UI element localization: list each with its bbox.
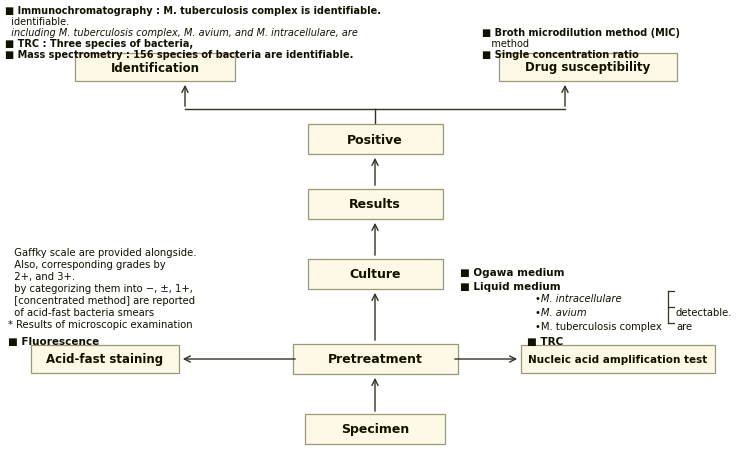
Text: of acid-fast bacteria smears: of acid-fast bacteria smears — [8, 308, 154, 317]
Text: identifiable.: identifiable. — [5, 17, 69, 27]
FancyBboxPatch shape — [305, 414, 445, 444]
Text: Positive: Positive — [347, 133, 403, 146]
Text: ■ Mass spectrometry : 156 species of bacteria are identifiable.: ■ Mass spectrometry : 156 species of bac… — [5, 50, 353, 60]
Text: 2+, and 3+.: 2+, and 3+. — [8, 271, 75, 281]
Text: ■ Ogawa medium: ■ Ogawa medium — [460, 268, 565, 277]
Text: [concentrated method] are reported: [concentrated method] are reported — [8, 295, 195, 305]
Text: ■ Fluorescence: ■ Fluorescence — [8, 336, 99, 346]
Text: Drug susceptibility: Drug susceptibility — [525, 62, 650, 74]
FancyBboxPatch shape — [308, 125, 442, 155]
Text: are: are — [676, 321, 692, 331]
FancyBboxPatch shape — [292, 344, 458, 374]
FancyBboxPatch shape — [75, 54, 235, 82]
Text: Nucleic acid amplification test: Nucleic acid amplification test — [528, 354, 708, 364]
Text: * Results of microscopic examination: * Results of microscopic examination — [8, 319, 193, 329]
FancyBboxPatch shape — [499, 54, 677, 82]
FancyBboxPatch shape — [521, 345, 715, 373]
Text: detectable.: detectable. — [676, 308, 733, 317]
Text: Results: Results — [349, 198, 400, 211]
Text: Pretreatment: Pretreatment — [328, 353, 422, 366]
Text: including M. tuberculosis complex, M. avium, and M. intracellulare, are: including M. tuberculosis complex, M. av… — [5, 28, 358, 38]
Text: •M. avium: •M. avium — [535, 308, 586, 317]
Text: ■ TRC: ■ TRC — [527, 336, 563, 346]
Text: Gaffky scale are provided alongside.: Gaffky scale are provided alongside. — [8, 247, 196, 257]
Text: ■ Liquid medium: ■ Liquid medium — [460, 281, 560, 291]
Text: •M. tuberculosis complex: •M. tuberculosis complex — [535, 321, 662, 331]
Text: Acid-fast staining: Acid-fast staining — [46, 353, 164, 366]
Text: •M. intracellulare: •M. intracellulare — [535, 293, 622, 303]
Text: ■ Immunochromatography : M. tuberculosis complex is identifiable.: ■ Immunochromatography : M. tuberculosis… — [5, 6, 381, 16]
FancyBboxPatch shape — [308, 259, 442, 289]
Text: Also, corresponding grades by: Also, corresponding grades by — [8, 259, 166, 269]
Text: Culture: Culture — [350, 268, 400, 281]
Text: method: method — [482, 39, 529, 49]
Text: ■ Single concentration ratio: ■ Single concentration ratio — [482, 50, 639, 60]
Text: by categorizing them into −, ±, 1+,: by categorizing them into −, ±, 1+, — [8, 283, 193, 293]
Text: ■ TRC : Three species of bacteria,: ■ TRC : Three species of bacteria, — [5, 39, 194, 49]
Text: Specimen: Specimen — [340, 423, 410, 436]
Text: ■ Broth microdilution method (MIC): ■ Broth microdilution method (MIC) — [482, 28, 680, 38]
FancyBboxPatch shape — [308, 190, 442, 219]
FancyBboxPatch shape — [31, 345, 179, 373]
Text: Identification: Identification — [110, 62, 200, 74]
